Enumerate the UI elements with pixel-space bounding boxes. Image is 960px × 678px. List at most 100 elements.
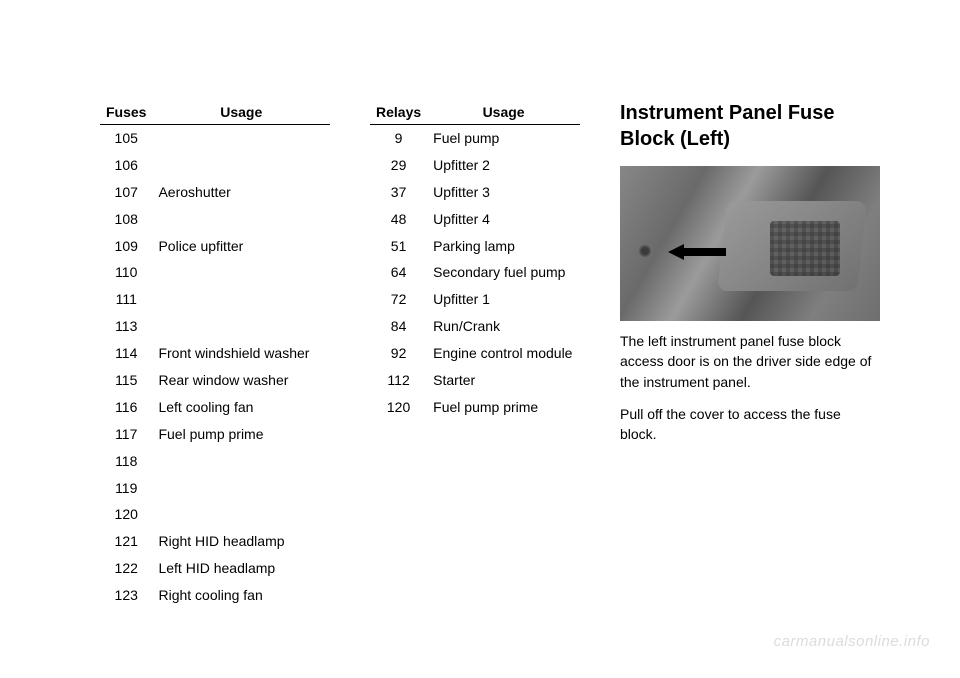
relay-usage: Fuel pump [427, 125, 580, 152]
fuses-header-num: Fuses [100, 100, 152, 125]
fuse-number: 120 [100, 501, 152, 528]
table-row: 72Upfitter 1 [370, 286, 580, 313]
table-row: 64Secondary fuel pump [370, 259, 580, 286]
relay-usage: Upfitter 3 [427, 179, 580, 206]
section-para-2: Pull off the cover to access the fuse bl… [620, 404, 880, 445]
fuse-usage: Aeroshutter [152, 179, 330, 206]
relays-table: Relays Usage 9Fuel pump29Upfitter 237Upf… [370, 100, 580, 421]
fuse-number: 119 [100, 475, 152, 502]
table-row: 110 [100, 259, 330, 286]
table-row: 92Engine control module [370, 340, 580, 367]
fuse-number: 107 [100, 179, 152, 206]
relay-number: 51 [370, 233, 427, 260]
fuse-number: 110 [100, 259, 152, 286]
fuse-number: 106 [100, 152, 152, 179]
fuse-usage: Police upfitter [152, 233, 330, 260]
fuse-number: 113 [100, 313, 152, 340]
fuses-header-usage: Usage [152, 100, 330, 125]
fuses-table: Fuses Usage 105106107Aeroshutter108109Po… [100, 100, 330, 609]
table-row: 118 [100, 448, 330, 475]
fuse-number: 121 [100, 528, 152, 555]
relays-column: Relays Usage 9Fuel pump29Upfitter 237Upf… [370, 100, 580, 609]
fuse-block-illustration [620, 166, 880, 321]
table-row: 108 [100, 206, 330, 233]
fuse-usage: Left HID headlamp [152, 555, 330, 582]
relay-number: 37 [370, 179, 427, 206]
section-title: Instrument Panel Fuse Block (Left) [620, 100, 880, 152]
table-row: 119 [100, 475, 330, 502]
table-row: 120 [100, 501, 330, 528]
relay-number: 112 [370, 367, 427, 394]
relay-number: 64 [370, 259, 427, 286]
table-row: 51Parking lamp [370, 233, 580, 260]
fuse-usage: Left cooling fan [152, 394, 330, 421]
relay-usage: Starter [427, 367, 580, 394]
table-row: 84Run/Crank [370, 313, 580, 340]
table-row: 120Fuel pump prime [370, 394, 580, 421]
fuses-body: 105106107Aeroshutter108109Police upfitte… [100, 125, 330, 610]
fuse-usage [152, 206, 330, 233]
relay-usage: Upfitter 4 [427, 206, 580, 233]
section-para-1: The left instrument panel fuse block acc… [620, 331, 880, 392]
relays-header-num: Relays [370, 100, 427, 125]
fuse-number: 115 [100, 367, 152, 394]
fuse-number: 111 [100, 286, 152, 313]
table-row: 106 [100, 152, 330, 179]
fuse-usage: Right HID headlamp [152, 528, 330, 555]
pointer-arrow [668, 244, 726, 260]
relay-usage: Engine control module [427, 340, 580, 367]
relay-number: 84 [370, 313, 427, 340]
relays-header-usage: Usage [427, 100, 580, 125]
table-row: 117Fuel pump prime [100, 421, 330, 448]
fuse-usage [152, 501, 330, 528]
fuse-number: 116 [100, 394, 152, 421]
relay-usage: Fuel pump prime [427, 394, 580, 421]
table-row: 121Right HID headlamp [100, 528, 330, 555]
fuse-usage [152, 125, 330, 152]
section-column: Instrument Panel Fuse Block (Left) The l… [620, 100, 880, 609]
mounting-hole-shape [638, 244, 652, 258]
relay-number: 120 [370, 394, 427, 421]
fuse-usage: Right cooling fan [152, 582, 330, 609]
fuse-number: 109 [100, 233, 152, 260]
fuse-number: 117 [100, 421, 152, 448]
fuse-number: 122 [100, 555, 152, 582]
relay-number: 92 [370, 340, 427, 367]
relay-number: 72 [370, 286, 427, 313]
relay-usage: Parking lamp [427, 233, 580, 260]
table-row: 107Aeroshutter [100, 179, 330, 206]
fuse-grid-shape [770, 221, 840, 276]
relay-usage: Secondary fuel pump [427, 259, 580, 286]
table-row: 109Police upfitter [100, 233, 330, 260]
table-row: 105 [100, 125, 330, 152]
relay-number: 29 [370, 152, 427, 179]
fuse-usage [152, 448, 330, 475]
fuses-column: Fuses Usage 105106107Aeroshutter108109Po… [100, 100, 330, 609]
table-row: 113 [100, 313, 330, 340]
fuse-number: 118 [100, 448, 152, 475]
table-row: 122Left HID headlamp [100, 555, 330, 582]
relay-usage: Upfitter 1 [427, 286, 580, 313]
relays-body: 9Fuel pump29Upfitter 237Upfitter 348Upfi… [370, 125, 580, 421]
relay-number: 9 [370, 125, 427, 152]
fuse-usage [152, 286, 330, 313]
relay-usage: Upfitter 2 [427, 152, 580, 179]
relay-number: 48 [370, 206, 427, 233]
table-row: 112Starter [370, 367, 580, 394]
fuse-usage [152, 475, 330, 502]
fuse-usage [152, 259, 330, 286]
table-row: 115Rear window washer [100, 367, 330, 394]
fuse-usage [152, 313, 330, 340]
fuse-usage: Front windshield washer [152, 340, 330, 367]
watermark-text: carmanualsonline.info [774, 633, 930, 650]
relay-usage: Run/Crank [427, 313, 580, 340]
table-row: 114Front windshield washer [100, 340, 330, 367]
table-row: 37Upfitter 3 [370, 179, 580, 206]
manual-page: Fuses Usage 105106107Aeroshutter108109Po… [0, 0, 960, 649]
table-row: 111 [100, 286, 330, 313]
fuse-usage: Rear window washer [152, 367, 330, 394]
table-row: 9Fuel pump [370, 125, 580, 152]
table-row: 116Left cooling fan [100, 394, 330, 421]
fuse-number: 105 [100, 125, 152, 152]
table-row: 29Upfitter 2 [370, 152, 580, 179]
